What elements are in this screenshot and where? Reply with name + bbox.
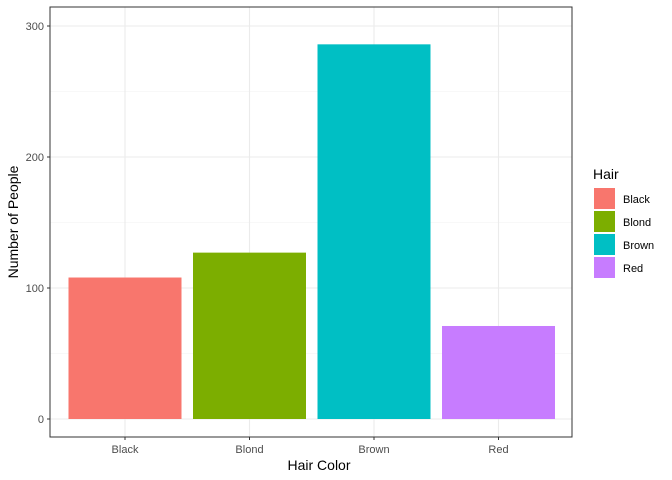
- y-axis-ticks: 0 100 200 300: [26, 21, 50, 426]
- legend-label: Blond: [623, 217, 651, 229]
- x-tick-label: Brown: [358, 444, 389, 456]
- bars: [68, 44, 555, 420]
- bar-blond: [193, 252, 306, 419]
- legend-swatch-red: [594, 257, 615, 278]
- x-tick-label: Black: [112, 444, 139, 456]
- x-axis-title: Hair Color: [287, 457, 350, 473]
- legend-items: Black Blond Brown Red: [593, 187, 654, 279]
- legend-swatch-black: [594, 188, 615, 209]
- bar-black: [68, 277, 182, 419]
- bar-brown: [317, 44, 431, 420]
- legend-swatch-brown: [594, 234, 615, 255]
- legend-label: Black: [623, 194, 650, 206]
- legend-swatch-blond: [594, 211, 615, 232]
- plot-panel-border: [49, 6, 573, 438]
- y-tick-label: 300: [26, 21, 44, 33]
- bar-red: [442, 325, 555, 419]
- legend-label: Red: [623, 263, 643, 275]
- x-axis-ticks: Black Blond Brown Red: [112, 437, 509, 456]
- legend-label: Brown: [623, 240, 654, 252]
- y-tick-label: 200: [26, 152, 44, 164]
- x-tick-label: Red: [488, 444, 508, 456]
- y-tick-label: 100: [26, 283, 44, 295]
- legend: Hair Black Blond Brown Red: [593, 166, 654, 279]
- y-axis-title: Number of People: [5, 165, 21, 278]
- legend-title: Hair: [593, 166, 619, 182]
- y-tick-label: 0: [38, 414, 44, 426]
- x-tick-label: Blond: [235, 444, 263, 456]
